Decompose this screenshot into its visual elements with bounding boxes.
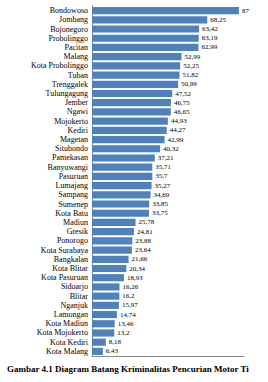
svg-text:34,69: 34,69 xyxy=(154,191,170,199)
svg-text:Pacitan: Pacitan xyxy=(64,43,88,52)
svg-text:52,99: 52,99 xyxy=(184,53,200,61)
svg-text:87: 87 xyxy=(242,7,250,15)
svg-text:Banyuwangi: Banyuwangi xyxy=(48,163,89,172)
svg-text:6,43: 6,43 xyxy=(106,347,119,355)
svg-text:37,21: 37,21 xyxy=(158,154,174,162)
svg-text:35,7: 35,7 xyxy=(155,172,168,180)
svg-text:35,27: 35,27 xyxy=(155,182,171,190)
svg-text:18,93: 18,93 xyxy=(127,274,143,282)
svg-text:51,82: 51,82 xyxy=(183,71,199,79)
svg-text:47,52: 47,52 xyxy=(175,90,191,98)
svg-text:23,64: 23,64 xyxy=(135,246,151,254)
svg-text:Madiun: Madiun xyxy=(63,218,88,227)
svg-text:16,2: 16,2 xyxy=(122,292,135,300)
svg-text:16,26: 16,26 xyxy=(122,283,138,291)
svg-text:42,99: 42,99 xyxy=(168,136,184,144)
svg-text:Kota Kediri: Kota Kediri xyxy=(50,338,89,347)
svg-text:Gambar 4.1 Diagram Batang Krim: Gambar 4.1 Diagram Batang Kriminalitas P… xyxy=(7,364,249,374)
svg-text:Kota Pasuruan: Kota Pasuruan xyxy=(41,273,88,282)
svg-text:44,27: 44,27 xyxy=(170,126,186,134)
svg-text:Kediri: Kediri xyxy=(68,126,89,135)
svg-text:63,19: 63,19 xyxy=(202,34,218,42)
svg-text:Pasuruan: Pasuruan xyxy=(59,172,88,181)
svg-text:Malang: Malang xyxy=(64,52,88,61)
svg-text:62,99: 62,99 xyxy=(201,43,217,51)
svg-text:Sampang: Sampang xyxy=(58,190,88,199)
svg-text:Gresik: Gresik xyxy=(67,227,88,236)
svg-text:Lumajang: Lumajang xyxy=(56,181,88,190)
svg-text:Ngawi: Ngawi xyxy=(67,107,89,116)
svg-text:Jombang: Jombang xyxy=(59,15,88,24)
svg-text:24,81: 24,81 xyxy=(137,228,153,236)
svg-text:68,25: 68,25 xyxy=(210,16,226,24)
svg-text:Ponorogo: Ponorogo xyxy=(57,236,88,245)
svg-text:33,85: 33,85 xyxy=(152,200,168,208)
svg-text:Kota Madiun: Kota Madiun xyxy=(46,319,88,328)
svg-text:Situbondo: Situbondo xyxy=(55,144,88,153)
svg-text:46,65: 46,65 xyxy=(174,108,190,116)
svg-text:Jember: Jember xyxy=(65,98,88,107)
svg-text:13,46: 13,46 xyxy=(118,320,134,328)
svg-text:40,32: 40,32 xyxy=(163,145,179,153)
svg-text:52,25: 52,25 xyxy=(183,62,199,70)
svg-text:63,42: 63,42 xyxy=(202,25,218,33)
svg-text:35,71: 35,71 xyxy=(155,163,171,171)
svg-text:8,18: 8,18 xyxy=(109,338,122,346)
svg-text:14,74: 14,74 xyxy=(120,311,136,319)
svg-text:Tulungagung: Tulungagung xyxy=(46,89,88,98)
svg-text:Kota Surabaya: Kota Surabaya xyxy=(41,246,89,255)
svg-text:Probolinggo: Probolinggo xyxy=(48,34,88,43)
svg-text:Bondowoso: Bondowoso xyxy=(50,6,88,15)
svg-text:Kota Probolinggo: Kota Probolinggo xyxy=(31,61,88,70)
svg-text:Pamekasan: Pamekasan xyxy=(52,153,88,162)
svg-text:Mojokerto: Mojokerto xyxy=(54,117,88,126)
svg-text:Nganjuk: Nganjuk xyxy=(60,301,88,310)
svg-text:Magetan: Magetan xyxy=(60,135,88,144)
svg-text:Bangkalan: Bangkalan xyxy=(54,255,88,264)
svg-text:Lamongan: Lamongan xyxy=(54,310,88,319)
svg-text:Sidoarjo: Sidoarjo xyxy=(61,282,88,291)
svg-text:Trenggalek: Trenggalek xyxy=(52,80,88,89)
svg-text:Kota Batu: Kota Batu xyxy=(55,209,88,218)
svg-text:Kota Blitar: Kota Blitar xyxy=(52,264,88,273)
svg-text:20,34: 20,34 xyxy=(129,265,145,273)
svg-text:Blitar: Blitar xyxy=(70,292,89,301)
svg-text:46,75: 46,75 xyxy=(174,99,190,107)
svg-text:33,75: 33,75 xyxy=(152,209,168,217)
svg-text:44,93: 44,93 xyxy=(171,117,187,125)
svg-text:21,66: 21,66 xyxy=(132,255,148,263)
svg-text:Kota Mojokerto: Kota Mojokerto xyxy=(37,328,88,337)
svg-text:50,99: 50,99 xyxy=(181,80,197,88)
svg-text:13,2: 13,2 xyxy=(117,329,130,337)
svg-text:Bojonegoro: Bojonegoro xyxy=(50,25,88,34)
svg-text:Kota Malang: Kota Malang xyxy=(46,347,88,356)
svg-text:Sumenep: Sumenep xyxy=(58,200,88,209)
svg-text:23,88: 23,88 xyxy=(135,237,151,245)
svg-text:25,78: 25,78 xyxy=(139,218,155,226)
svg-text:15,97: 15,97 xyxy=(122,301,138,309)
svg-text:Tuban: Tuban xyxy=(68,71,88,80)
